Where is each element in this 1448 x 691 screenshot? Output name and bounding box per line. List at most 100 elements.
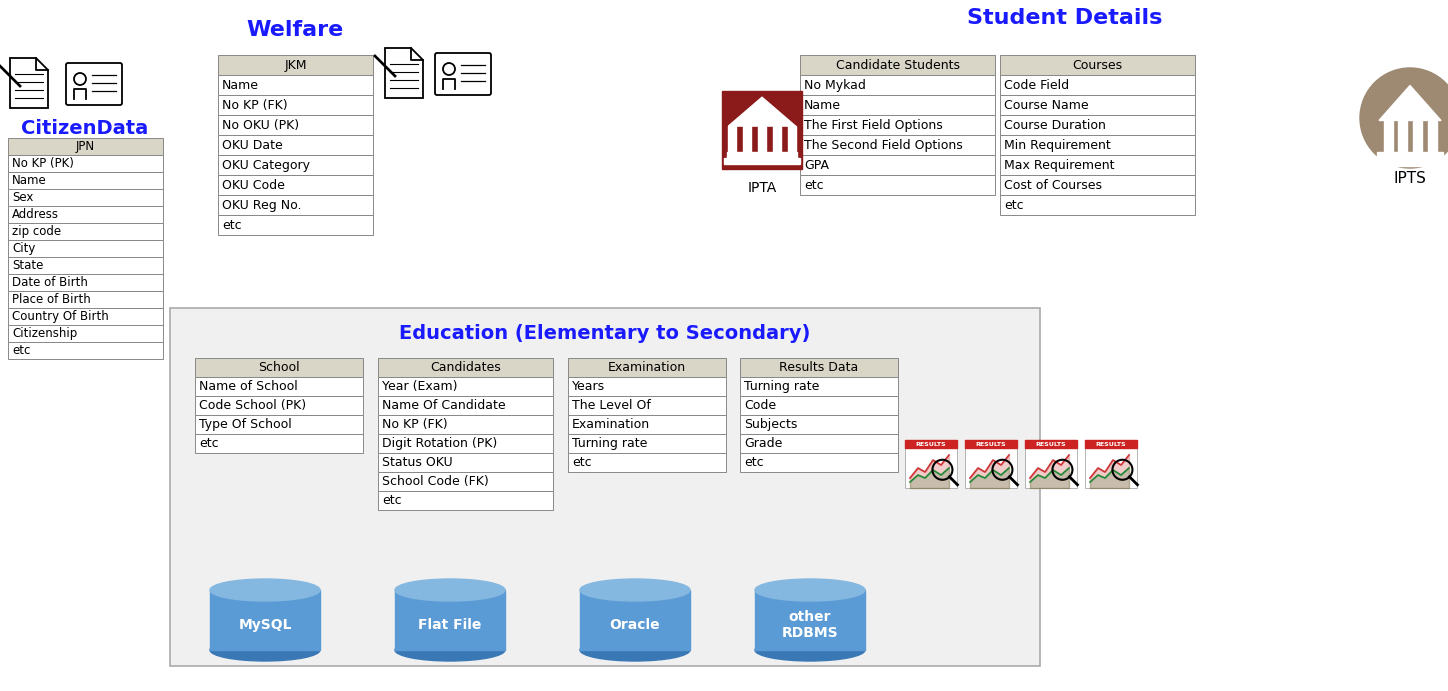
Text: Year (Exam): Year (Exam) <box>382 380 458 393</box>
Text: Candidate Students: Candidate Students <box>835 59 960 71</box>
Bar <box>9 206 164 223</box>
Text: School Code (FK): School Code (FK) <box>382 475 489 488</box>
Text: Status OKU: Status OKU <box>382 456 453 469</box>
Text: Education (Elementary to Secondary): Education (Elementary to Secondary) <box>400 323 811 343</box>
Text: Subjects: Subjects <box>744 418 798 431</box>
Text: The Second Field Options: The Second Field Options <box>804 138 963 151</box>
Text: OKU Category: OKU Category <box>222 158 310 171</box>
Bar <box>740 358 898 377</box>
Bar <box>378 434 553 453</box>
Bar <box>378 453 553 472</box>
Text: The First Field Options: The First Field Options <box>804 118 943 131</box>
Bar <box>799 75 995 95</box>
Bar <box>1383 120 1393 151</box>
Text: Max Requirement: Max Requirement <box>1003 158 1115 171</box>
Bar <box>195 377 363 396</box>
Text: RESULTS: RESULTS <box>976 442 1006 446</box>
Text: RESULTS: RESULTS <box>1096 442 1127 446</box>
Text: Place of Birth: Place of Birth <box>12 293 91 306</box>
Bar <box>1377 151 1444 159</box>
Ellipse shape <box>395 579 505 601</box>
Polygon shape <box>728 97 795 126</box>
Bar <box>581 590 691 650</box>
Text: RESULTS: RESULTS <box>1035 442 1066 446</box>
Bar <box>788 126 796 152</box>
Ellipse shape <box>754 579 864 601</box>
Bar <box>799 115 995 135</box>
Bar <box>1428 120 1436 151</box>
Bar <box>195 396 363 415</box>
Text: Name of School: Name of School <box>198 380 298 393</box>
Bar <box>219 115 374 135</box>
Text: Name: Name <box>804 99 841 111</box>
Bar <box>9 172 164 189</box>
Text: Turning rate: Turning rate <box>572 437 647 450</box>
Bar <box>1001 195 1195 215</box>
Bar <box>210 590 320 650</box>
Bar <box>195 358 363 377</box>
Bar <box>1374 159 1447 166</box>
Text: Date of Birth: Date of Birth <box>12 276 88 289</box>
Text: No OKU (PK): No OKU (PK) <box>222 118 300 131</box>
Text: Code School (PK): Code School (PK) <box>198 399 306 412</box>
Text: Code: Code <box>744 399 776 412</box>
Ellipse shape <box>395 639 505 661</box>
Bar <box>964 440 1016 448</box>
Text: RESULTS: RESULTS <box>915 442 947 446</box>
Text: Oracle: Oracle <box>610 618 660 632</box>
Polygon shape <box>1378 86 1441 120</box>
Bar <box>378 491 553 510</box>
Ellipse shape <box>754 639 864 661</box>
Bar <box>799 135 995 155</box>
Ellipse shape <box>210 639 320 661</box>
Bar <box>1001 155 1195 175</box>
Bar <box>568 453 725 472</box>
Bar <box>740 453 898 472</box>
Bar <box>378 358 553 377</box>
Ellipse shape <box>210 579 320 601</box>
Bar <box>395 590 505 650</box>
Bar <box>799 155 995 175</box>
Bar <box>1085 440 1137 448</box>
Bar <box>568 396 725 415</box>
Bar <box>727 126 736 152</box>
Text: No KP (FK): No KP (FK) <box>382 418 447 431</box>
Bar <box>219 195 374 215</box>
Text: JPN: JPN <box>75 140 96 153</box>
Bar <box>378 472 553 491</box>
Bar <box>905 440 957 448</box>
Text: GPA: GPA <box>804 158 830 171</box>
Text: Citizenship: Citizenship <box>12 327 77 340</box>
Text: etc: etc <box>804 178 824 191</box>
Bar <box>740 377 898 396</box>
Bar <box>1025 440 1077 448</box>
Bar <box>219 175 374 195</box>
Bar <box>9 240 164 257</box>
Bar <box>1413 120 1422 151</box>
Bar <box>9 155 164 172</box>
Bar <box>799 175 995 195</box>
Bar <box>9 189 164 206</box>
Bar <box>219 215 374 235</box>
Text: Candidates: Candidates <box>430 361 501 374</box>
Text: No KP (FK): No KP (FK) <box>222 99 288 111</box>
Bar <box>378 396 553 415</box>
Bar <box>568 415 725 434</box>
Text: School: School <box>258 361 300 374</box>
Bar <box>905 440 957 488</box>
Text: MySQL: MySQL <box>239 618 291 632</box>
Text: IPTA: IPTA <box>747 181 776 195</box>
Text: Course Name: Course Name <box>1003 99 1089 111</box>
Bar <box>9 138 164 155</box>
Bar <box>195 415 363 434</box>
Text: Min Requirement: Min Requirement <box>1003 138 1111 151</box>
Bar <box>799 95 995 115</box>
Text: Course Duration: Course Duration <box>1003 118 1106 131</box>
Text: Grade: Grade <box>744 437 782 450</box>
Bar <box>724 158 801 164</box>
Bar <box>195 434 363 453</box>
Text: Name Of Candidate: Name Of Candidate <box>382 399 505 412</box>
Ellipse shape <box>581 639 691 661</box>
Text: Sex: Sex <box>12 191 33 204</box>
Text: Years: Years <box>572 380 605 393</box>
